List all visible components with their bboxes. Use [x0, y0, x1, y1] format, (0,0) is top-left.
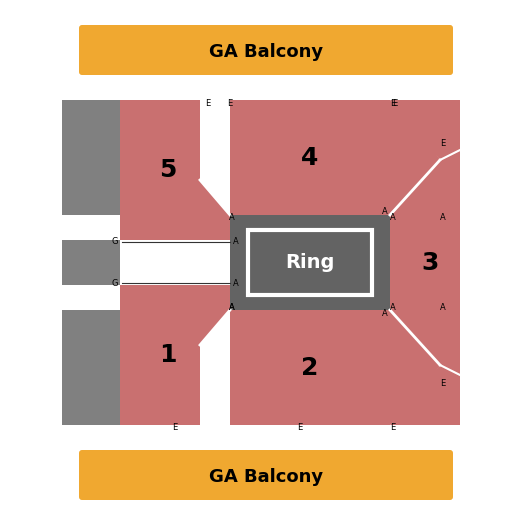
Text: E: E [205, 99, 211, 108]
Text: A: A [390, 302, 396, 311]
Text: A: A [233, 237, 239, 247]
Text: A: A [390, 214, 396, 223]
Polygon shape [390, 100, 460, 425]
Text: 1: 1 [159, 343, 177, 367]
Text: E: E [172, 423, 177, 432]
Text: E: E [440, 379, 446, 387]
Bar [62, 240, 120, 285]
Text: A: A [440, 302, 446, 311]
Text: A: A [233, 278, 239, 288]
Text: GA Balcony: GA Balcony [209, 468, 323, 486]
Polygon shape [230, 310, 440, 425]
Text: E: E [391, 423, 396, 432]
Text: G: G [111, 278, 118, 288]
Text: GA Balcony: GA Balcony [209, 43, 323, 61]
Text: 3: 3 [421, 251, 439, 275]
Text: E: E [391, 99, 396, 108]
Text: E: E [297, 423, 302, 432]
Text: A: A [229, 302, 235, 311]
Polygon shape [120, 100, 230, 240]
Bar [248, 230, 372, 295]
Bar [62, 100, 120, 215]
Text: E: E [440, 139, 446, 148]
Bar [62, 310, 120, 425]
Polygon shape [120, 285, 230, 425]
Text: 4: 4 [301, 146, 319, 170]
Text: A: A [229, 214, 235, 223]
Text: A: A [382, 207, 388, 216]
FancyBboxPatch shape [79, 25, 453, 75]
FancyBboxPatch shape [79, 450, 453, 500]
Polygon shape [230, 100, 440, 215]
Text: 2: 2 [301, 356, 319, 380]
Bar [230, 215, 390, 310]
Text: G: G [111, 237, 118, 247]
Text: E: E [392, 99, 397, 108]
Text: E: E [227, 99, 233, 108]
Text: Ring: Ring [285, 254, 335, 272]
Text: A: A [229, 302, 235, 311]
Text: A: A [440, 214, 446, 223]
Text: 5: 5 [159, 158, 177, 182]
Text: A: A [382, 309, 388, 318]
